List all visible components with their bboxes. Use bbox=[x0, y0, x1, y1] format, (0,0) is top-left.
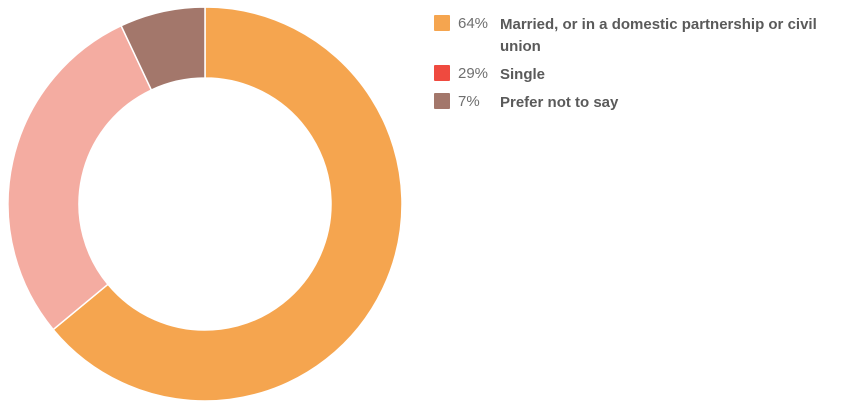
chart-legend: 64% Married, or in a domestic partnershi… bbox=[434, 14, 854, 120]
legend-item-prefer-not-to-say[interactable]: 7% Prefer not to say bbox=[434, 92, 854, 114]
donut-slice-married[interactable] bbox=[52, 6, 403, 402]
legend-swatch-single bbox=[434, 65, 450, 81]
legend-label-prefer-not-to-say: Prefer not to say bbox=[500, 94, 619, 111]
legend-percent-married: 64% bbox=[458, 15, 489, 32]
legend-swatch-prefer-not-to-say bbox=[434, 93, 450, 109]
legend-percent-prefer-not-to-say: 7% bbox=[458, 93, 480, 110]
legend-percent-single: 29% bbox=[458, 65, 489, 82]
donut-slice-prefer-not-to-say[interactable] bbox=[120, 6, 206, 91]
legend-label-single: Single bbox=[500, 66, 546, 83]
donut-slice-single[interactable] bbox=[7, 24, 153, 331]
legend-swatch-married bbox=[434, 15, 450, 31]
legend-item-single[interactable]: 29% Single bbox=[434, 64, 854, 86]
legend-label-married: Married, or in a domestic partnership or… bbox=[500, 16, 817, 55]
donut-chart-svg bbox=[7, 6, 403, 402]
legend-item-married[interactable]: 64% Married, or in a domestic partnershi… bbox=[434, 14, 854, 58]
